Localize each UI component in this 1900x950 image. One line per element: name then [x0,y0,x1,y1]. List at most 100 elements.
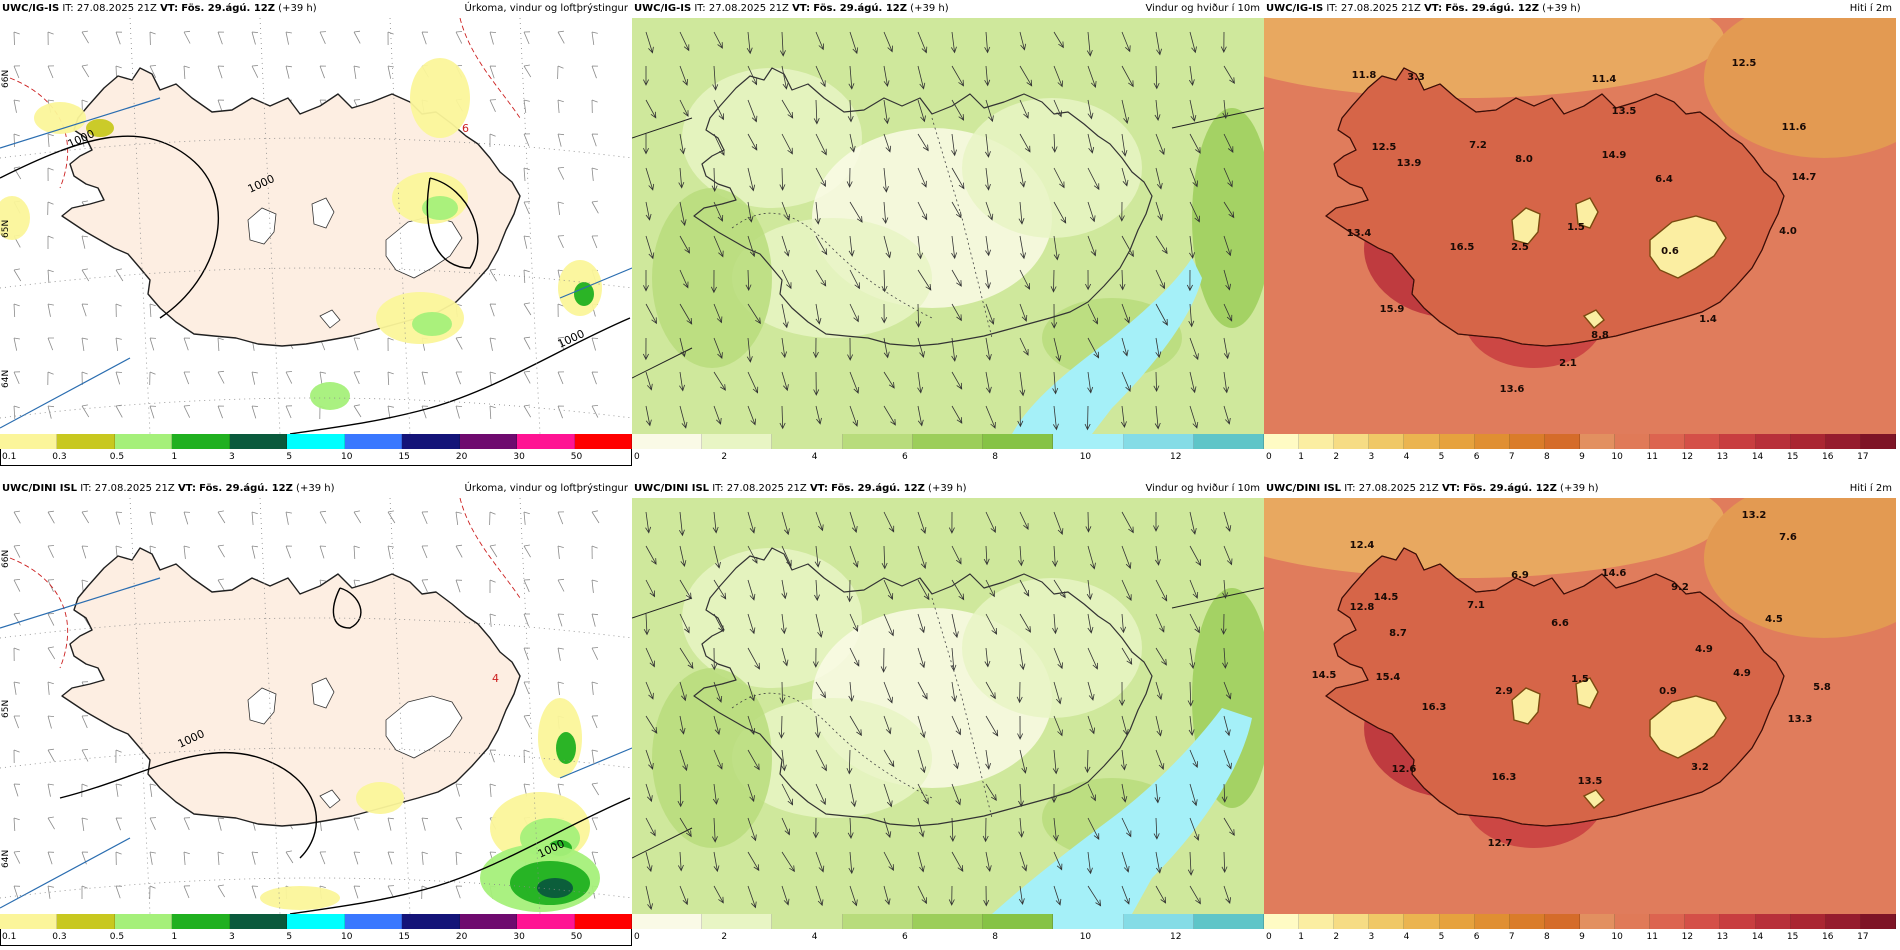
cold-glaciers [1511,677,1727,809]
isobar-line [289,797,631,914]
wind-barb [455,371,462,385]
wind-arrow [1086,31,1093,57]
wind-speed-area [962,578,1142,718]
wind-barb [353,337,361,351]
wind-barb [13,268,22,282]
scale-tick-label: 12 [1681,932,1694,942]
wind-barb [285,850,294,864]
wind-arrow [645,235,655,260]
temperature-value-label: 13.5 [1612,106,1637,117]
vt-value: Fös. 29.ágú. 12Z [199,483,293,494]
wind-barb [13,99,20,113]
wind-arrow [849,715,862,737]
wind-arrow [1019,31,1027,51]
wind-barb [591,613,599,627]
wind-barb [81,783,88,798]
wind-arrow [1053,681,1062,705]
wind-arrow [713,371,726,391]
wind-arrow [712,783,719,805]
wind-arrow [1223,749,1232,770]
wind-barb [13,133,20,148]
wind-arrow [1018,885,1025,906]
wind-barb [251,511,258,526]
wind-barb [489,783,496,798]
wind-barb [523,235,530,249]
wind-arrow [1223,303,1233,322]
wind-arrow [1189,613,1200,634]
wind-arrow [1189,885,1201,905]
wind-barb [217,851,224,866]
wind-barb [591,235,599,249]
temperature-contour [459,18,521,119]
wind-barb [47,337,54,351]
wind-barb [115,885,123,899]
wind-arrow [814,201,821,225]
wind-arrow [985,851,992,873]
wind-arrow [1119,681,1126,707]
wind-arrow [679,405,688,429]
precipitation-cell [537,878,573,898]
wind-arrow [1189,167,1198,188]
wind-arrow [1222,99,1229,120]
wind-arrow [1121,647,1133,665]
wind-barb [47,371,54,386]
scale-tick-label: 8 [992,932,999,942]
wind-arrow [847,817,854,840]
wind-arrow [1053,715,1063,737]
wind-arrow [917,715,926,739]
wind-arrow [679,817,692,838]
domain-line [632,117,693,139]
glacier [1582,309,1605,329]
wind-barb [149,303,156,318]
wind-arrow [713,31,723,49]
wind-arrow [1155,201,1163,222]
wind-arrow [678,511,685,537]
precip-header-row0: UWC/IG-IS IT: 27.08.2025 21Z VT: Fös. 29… [0,0,632,18]
wind-arrow [1155,715,1163,737]
glaciers [247,677,463,809]
wind-barb [387,337,394,352]
temperature-value-label: 1.4 [1699,314,1717,325]
scale-tick-label: 15 [398,452,410,462]
temperature-value-label: 9.2 [1671,582,1689,593]
wind-barb [149,783,156,797]
wind-arrow [1052,545,1058,568]
wind-arrow [1085,269,1092,291]
temperature-value-label: 14.5 [1374,592,1399,603]
wind-barb [353,371,361,385]
wind-arrow [951,405,963,424]
wind-arrow [849,269,860,290]
scale-swatch [1579,914,1616,929]
wind-panel-row0: UWC/IG-IS IT: 27.08.2025 21Z VT: Fös. 29… [632,0,1264,466]
wind-arrow [645,371,653,391]
wind-arrow [780,749,787,772]
wind-barb [81,268,90,282]
temperature-contour [459,498,521,599]
scale-tick-label: 2 [1333,932,1340,942]
temperature-value-label: 5.8 [1813,682,1831,693]
wind-arrow [778,715,785,739]
wind-arrow [1121,65,1134,88]
wind-arrow [1053,579,1066,599]
wind-arrow [1223,817,1235,836]
wind-arrow [883,405,896,426]
wind-arrow [1189,817,1200,841]
vt-label: VT: [1441,483,1460,494]
temperature-contour [9,557,69,669]
wind-arrow [985,201,994,221]
scale-tick-label: 50 [570,932,583,942]
wind-map [632,498,1264,914]
wind-arrow [1223,885,1231,904]
lead-time: (+39 h) [928,483,967,494]
temp-scale-ticks: 0 1 2 3 4 5 6 7 8 9 10 11 12 13 14 15 16 17 [1264,452,1896,464]
wind-arrow [849,613,859,632]
wind-arrow [1222,579,1229,599]
latitude-label: 65N [1,220,11,238]
wind-arrow [645,511,652,534]
wind-arrow [1087,99,1094,120]
wind-arrow [883,579,894,600]
wind-arrow [1223,715,1231,737]
wind-barb [387,545,394,559]
wind-barb [557,235,565,248]
